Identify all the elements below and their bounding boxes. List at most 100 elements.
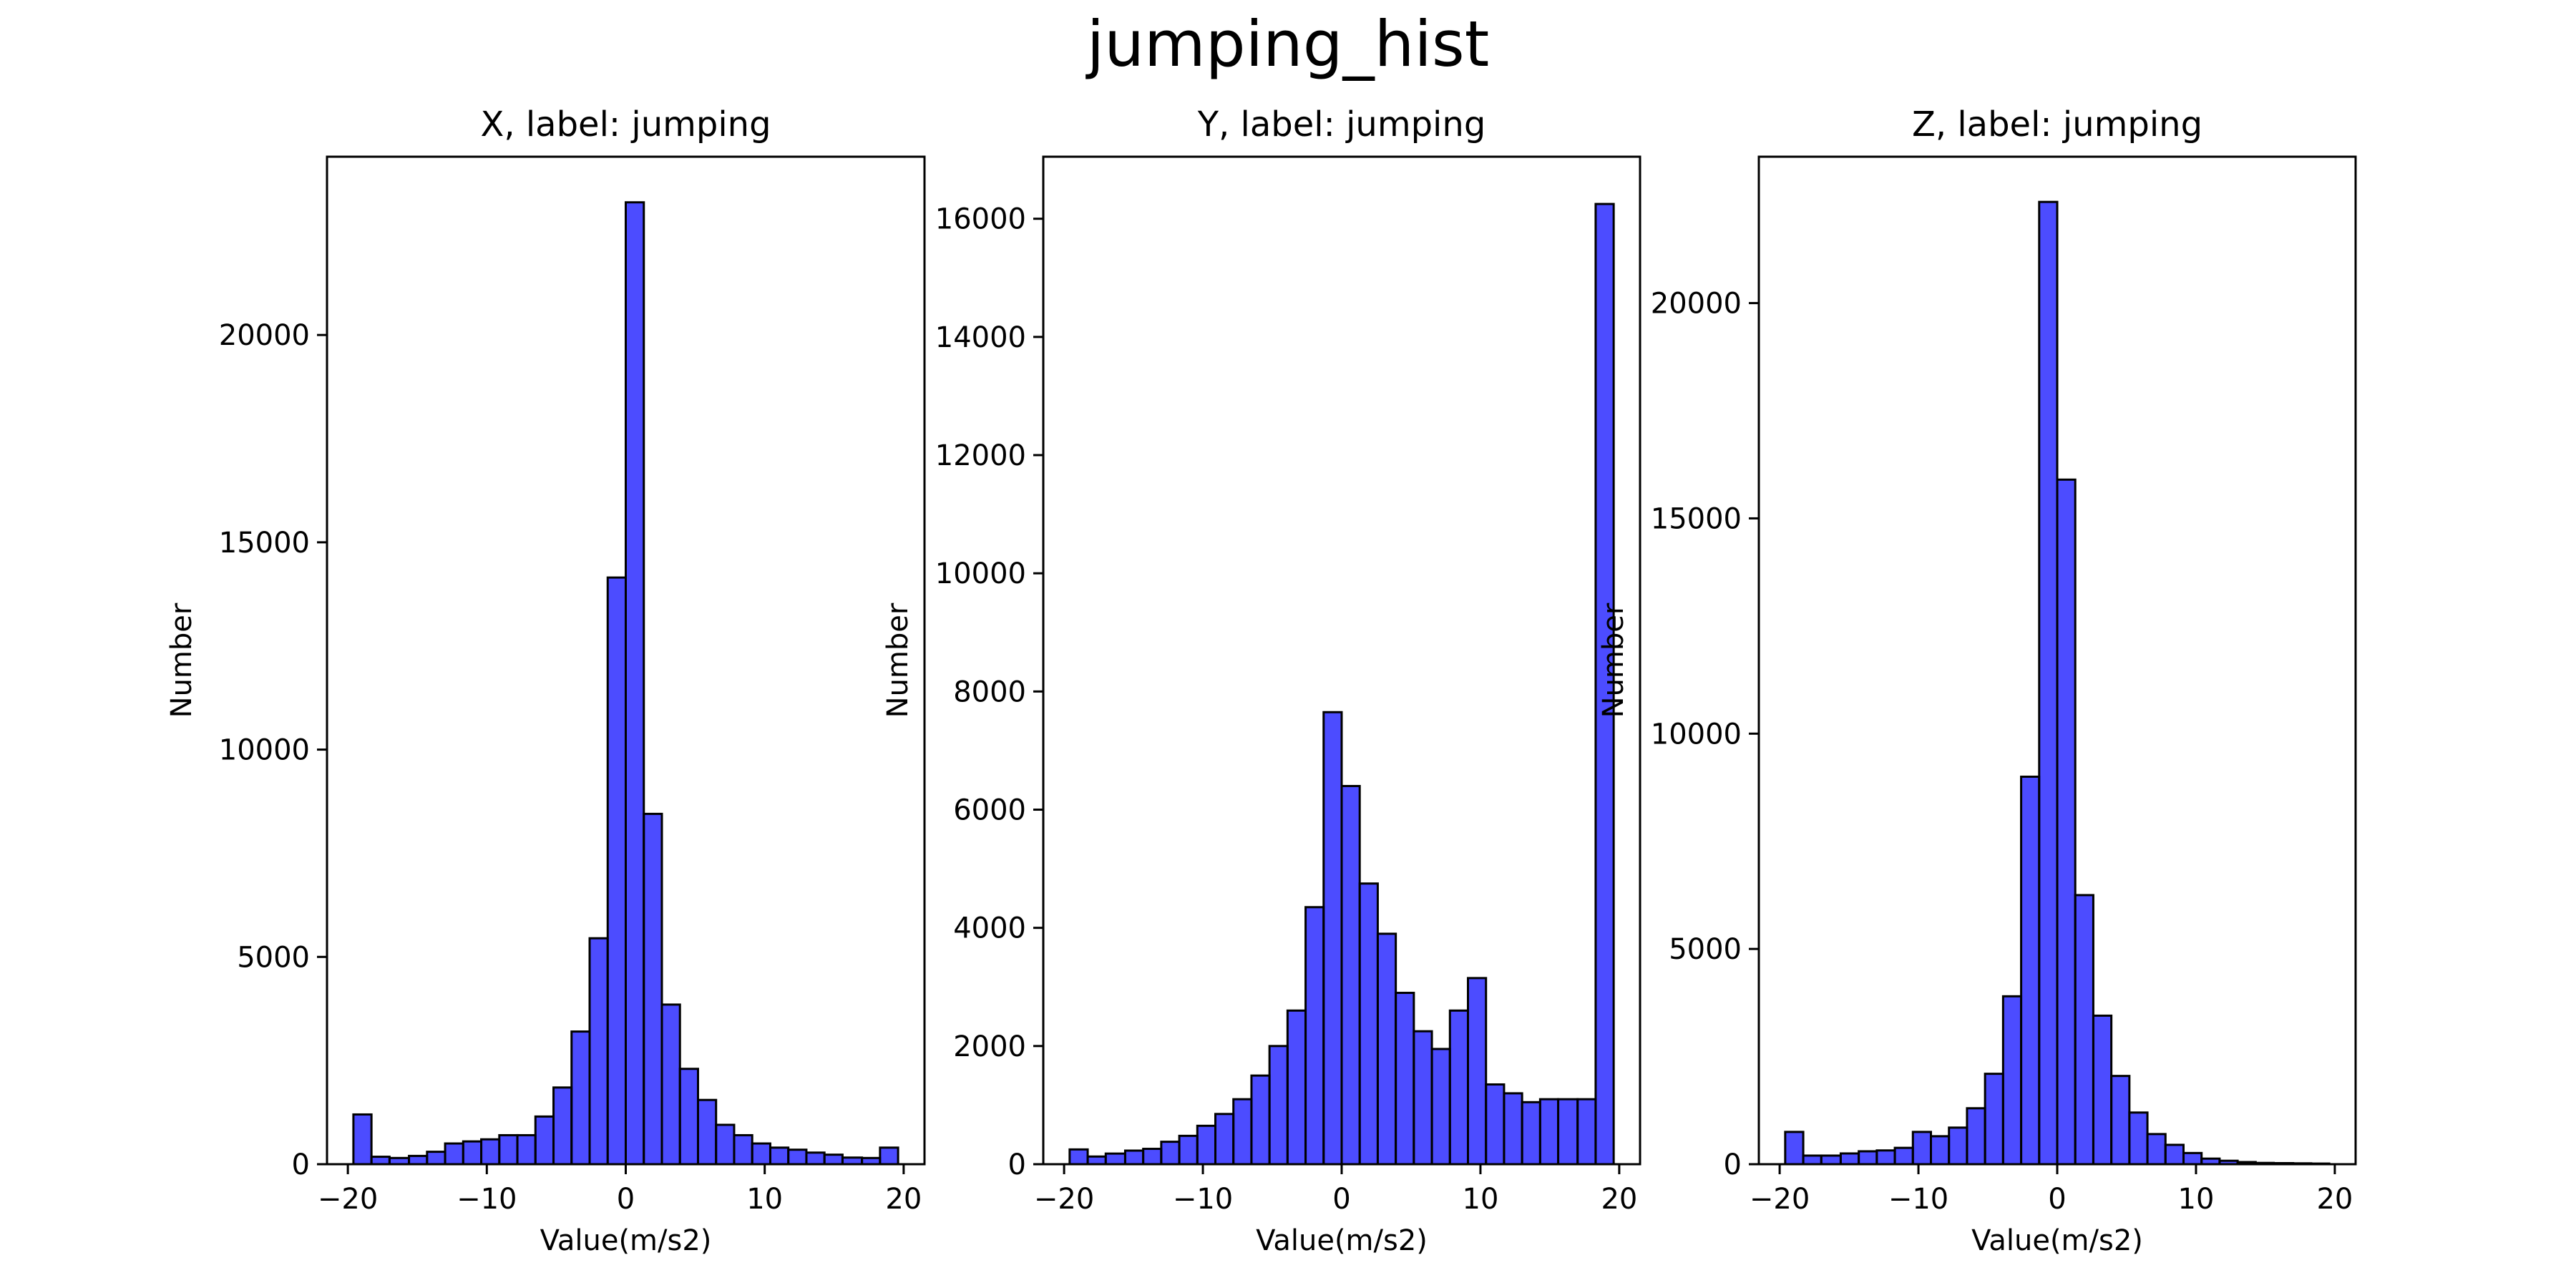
y-tick-label: 2000 [953, 1030, 1026, 1063]
x-tick-label: 0 [617, 1183, 635, 1216]
y-tick-label: 0 [292, 1148, 310, 1181]
histogram-bar [1358, 882, 1379, 1166]
histogram-bar [715, 1123, 736, 1166]
histogram-bar [1966, 1107, 1986, 1166]
histogram-bar [1268, 1045, 1289, 1166]
histogram-bar [1068, 1148, 1089, 1166]
x-axis-label: Value(m/s2) [1971, 1224, 2143, 1257]
histogram-bar [2146, 1133, 2167, 1166]
histogram-bar [516, 1133, 537, 1166]
histogram-bar [696, 1098, 718, 1166]
x-axis-label: Value(m/s2) [1256, 1224, 1428, 1257]
y-tick-label: 10000 [219, 734, 310, 767]
y-tick-label: 8000 [953, 675, 1026, 708]
histogram-bar [498, 1133, 519, 1166]
histogram-bar [462, 1140, 483, 1166]
chart-panel-y: −20 −10 0 10 20 0 2000 4000 6000 8000 10000 12000 14… [882, 104, 1641, 1257]
histogram-bar [2128, 1111, 2149, 1166]
x-tick-label: 10 [2178, 1183, 2215, 1216]
histogram-bar [1178, 1134, 1199, 1166]
subplot-title: Z, label: jumping [1912, 104, 2202, 145]
y-tick-label: 20000 [1651, 288, 1742, 321]
histogram-bar [1086, 1155, 1107, 1166]
x-tick-label: 20 [1601, 1183, 1637, 1216]
histogram-bar [1948, 1126, 1968, 1166]
histogram-bar [1858, 1150, 1878, 1166]
histogram-bar [1466, 977, 1488, 1166]
histogram-bar [1160, 1141, 1181, 1166]
y-axis-label: Number [882, 602, 914, 718]
y-tick-label: 0 [1008, 1148, 1026, 1181]
histogram-bar [480, 1138, 501, 1166]
x-tick-label: 0 [2048, 1183, 2066, 1216]
x-tick-label: −10 [457, 1183, 517, 1216]
histogram-bar [1430, 1048, 1451, 1166]
y-tick-label: 5000 [237, 941, 310, 974]
y-tick-label: 15000 [1651, 502, 1742, 535]
x-tick-label: 0 [1332, 1183, 1350, 1216]
histogram-bar [1820, 1154, 1842, 1166]
y-tick-label: 12000 [935, 439, 1026, 472]
histogram-bar [1984, 1073, 2004, 1166]
histogram-bar [1286, 1009, 1307, 1166]
x-tick-label: −10 [1888, 1183, 1948, 1216]
histogram-bar [1123, 1149, 1145, 1166]
x-axis-label: Value(m/s2) [540, 1224, 712, 1257]
y-tick-label: 6000 [953, 794, 1026, 827]
histogram-bar [751, 1142, 771, 1166]
histogram-bar [1232, 1098, 1253, 1166]
x-tick-label: −20 [318, 1183, 378, 1216]
histogram-bar [805, 1151, 826, 1166]
y-tick-label: 4000 [953, 912, 1026, 945]
x-tick-label: 10 [746, 1183, 783, 1216]
histogram-bar [2056, 478, 2077, 1166]
histogram-bar [678, 1068, 699, 1166]
chart-panel-x: −20 −10 0 10 20 0 5000 10000 15000 20000 X, label:… [165, 104, 926, 1257]
histogram-bar [1557, 1098, 1579, 1166]
y-axis-label: Number [165, 602, 198, 718]
histogram-bar [2020, 775, 2041, 1166]
x-tick-label: 20 [885, 1183, 922, 1216]
histogram-bar [2001, 995, 2023, 1166]
histogram-bar [1875, 1149, 1896, 1166]
histogram-bar [1485, 1083, 1506, 1166]
histogram-bar [1376, 932, 1397, 1166]
histogram-bar [660, 1003, 681, 1166]
histogram-bar [1839, 1152, 1860, 1166]
histogram-bar [1395, 992, 1415, 1166]
histogram-bar [1538, 1098, 1560, 1166]
x-tick-label: −10 [1173, 1183, 1233, 1216]
histogram-bar [1322, 711, 1343, 1166]
subplot-title: X, label: jumping [480, 104, 771, 145]
histogram-bar [426, 1151, 447, 1166]
histogram-bar [2110, 1075, 2131, 1166]
histogram-bar [1521, 1101, 1541, 1166]
histogram-bar [1250, 1074, 1271, 1166]
histogram-bar [1784, 1131, 1805, 1166]
histogram-bar [1448, 1009, 1469, 1166]
histogram-bar [588, 937, 609, 1166]
histogram-bar [1142, 1148, 1163, 1166]
histogram-bar [1893, 1146, 1914, 1166]
histogram-bar [733, 1133, 753, 1166]
histogram-bar [408, 1154, 429, 1166]
histogram-bar [1304, 906, 1325, 1166]
histogram-bar [1413, 1030, 1433, 1166]
histogram-bar [1214, 1113, 1235, 1166]
y-tick-label: 10000 [935, 557, 1026, 590]
histogram-bar [606, 576, 627, 1166]
histogram-bar [1802, 1154, 1823, 1166]
histogram-bar [625, 201, 645, 1166]
histogram-bar [823, 1153, 844, 1166]
y-tick-label: 15000 [219, 527, 310, 560]
x-tick-label: −20 [1034, 1183, 1094, 1216]
histogram-bar [643, 812, 663, 1166]
y-axis-label: Number [1597, 602, 1630, 718]
histogram-bar [352, 1113, 373, 1166]
histogram-bar [1930, 1135, 1951, 1166]
y-tick-label: 5000 [1669, 933, 1742, 966]
histogram-bar [787, 1148, 808, 1166]
y-tick-label: 10000 [1651, 718, 1742, 751]
y-tick-label: 0 [1724, 1148, 1742, 1181]
